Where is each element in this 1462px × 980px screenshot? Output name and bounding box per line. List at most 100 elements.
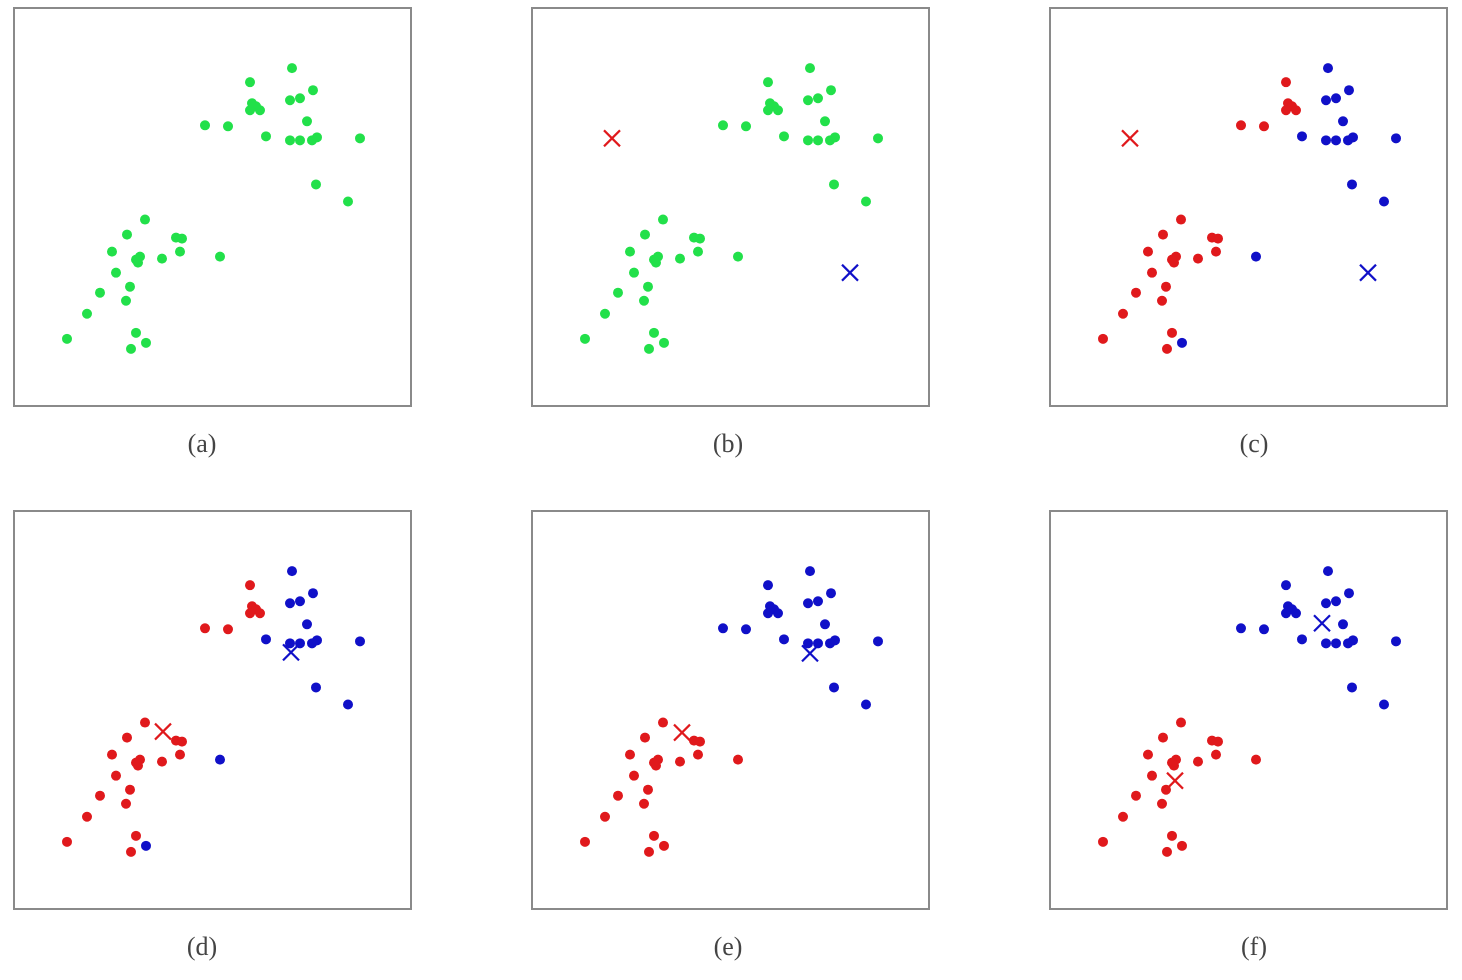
point bbox=[649, 327, 659, 338]
point bbox=[1167, 254, 1177, 265]
point bbox=[1157, 798, 1167, 809]
point bbox=[285, 598, 295, 609]
point bbox=[803, 135, 813, 146]
point bbox=[1321, 95, 1331, 106]
point bbox=[1259, 624, 1269, 635]
point bbox=[1098, 836, 1108, 847]
point bbox=[308, 85, 318, 96]
point bbox=[245, 77, 255, 88]
panel-frame bbox=[13, 510, 412, 910]
point bbox=[649, 254, 659, 265]
point bbox=[693, 246, 703, 257]
point bbox=[302, 116, 312, 127]
point bbox=[111, 267, 121, 278]
centroid bbox=[1166, 771, 1184, 790]
point bbox=[355, 133, 365, 144]
point bbox=[1167, 327, 1177, 338]
panel-caption: (f) bbox=[1241, 932, 1267, 961]
point bbox=[245, 608, 255, 619]
panel-frame bbox=[1049, 510, 1448, 910]
point bbox=[659, 337, 669, 348]
point bbox=[1236, 120, 1246, 131]
point bbox=[1158, 229, 1168, 240]
point bbox=[1338, 619, 1348, 630]
point bbox=[343, 699, 353, 710]
point bbox=[693, 749, 703, 760]
point bbox=[1167, 830, 1177, 841]
point bbox=[1157, 295, 1167, 306]
point bbox=[343, 196, 353, 207]
point bbox=[1321, 638, 1331, 649]
point bbox=[1281, 608, 1291, 619]
point bbox=[643, 281, 653, 292]
point bbox=[643, 784, 653, 795]
panel-caption: (b) bbox=[713, 429, 743, 458]
point bbox=[1236, 623, 1246, 634]
point bbox=[629, 770, 639, 781]
point bbox=[1281, 105, 1291, 116]
point bbox=[140, 717, 150, 728]
point bbox=[121, 295, 131, 306]
point bbox=[1213, 736, 1223, 747]
point bbox=[1338, 116, 1348, 127]
point bbox=[245, 580, 255, 591]
point bbox=[1118, 308, 1128, 319]
panel-caption: (e) bbox=[714, 932, 743, 961]
point bbox=[695, 736, 705, 747]
point bbox=[1147, 770, 1157, 781]
point bbox=[1323, 63, 1333, 74]
point bbox=[675, 253, 685, 264]
point bbox=[1251, 251, 1261, 262]
point bbox=[295, 93, 305, 104]
point bbox=[1321, 135, 1331, 146]
point bbox=[861, 196, 871, 207]
point bbox=[813, 93, 823, 104]
point bbox=[820, 116, 830, 127]
centroid bbox=[841, 263, 859, 282]
point bbox=[141, 337, 151, 348]
point bbox=[82, 811, 92, 822]
point bbox=[658, 214, 668, 225]
point bbox=[157, 756, 167, 767]
point bbox=[1176, 717, 1186, 728]
point bbox=[1193, 253, 1203, 264]
point bbox=[1291, 608, 1301, 619]
point bbox=[658, 717, 668, 728]
point bbox=[285, 135, 295, 146]
point bbox=[122, 229, 132, 240]
point bbox=[223, 121, 233, 132]
point bbox=[640, 229, 650, 240]
point bbox=[95, 790, 105, 801]
point bbox=[803, 95, 813, 106]
centroid-stroke bbox=[1121, 129, 1139, 148]
point bbox=[1161, 281, 1171, 292]
point bbox=[215, 754, 225, 765]
point bbox=[1379, 699, 1389, 710]
centroid-stroke bbox=[673, 723, 691, 742]
point bbox=[285, 95, 295, 106]
centroid-stroke bbox=[603, 129, 621, 148]
point bbox=[779, 131, 789, 142]
point bbox=[175, 246, 185, 257]
point bbox=[1131, 287, 1141, 298]
point bbox=[773, 608, 783, 619]
point bbox=[131, 254, 141, 265]
point bbox=[1281, 580, 1291, 591]
centroid bbox=[603, 129, 621, 148]
point bbox=[1297, 634, 1307, 645]
point bbox=[733, 754, 743, 765]
point bbox=[629, 267, 639, 278]
panel-caption: (a) bbox=[188, 429, 217, 458]
point bbox=[1331, 135, 1341, 146]
point bbox=[141, 840, 151, 851]
panel: (c) bbox=[1049, 7, 1448, 458]
point bbox=[1391, 133, 1401, 144]
point bbox=[131, 830, 141, 841]
centroid-stroke bbox=[1359, 263, 1377, 282]
point bbox=[644, 846, 654, 857]
point bbox=[215, 251, 225, 262]
point bbox=[763, 77, 773, 88]
point bbox=[1297, 131, 1307, 142]
point bbox=[125, 784, 135, 795]
